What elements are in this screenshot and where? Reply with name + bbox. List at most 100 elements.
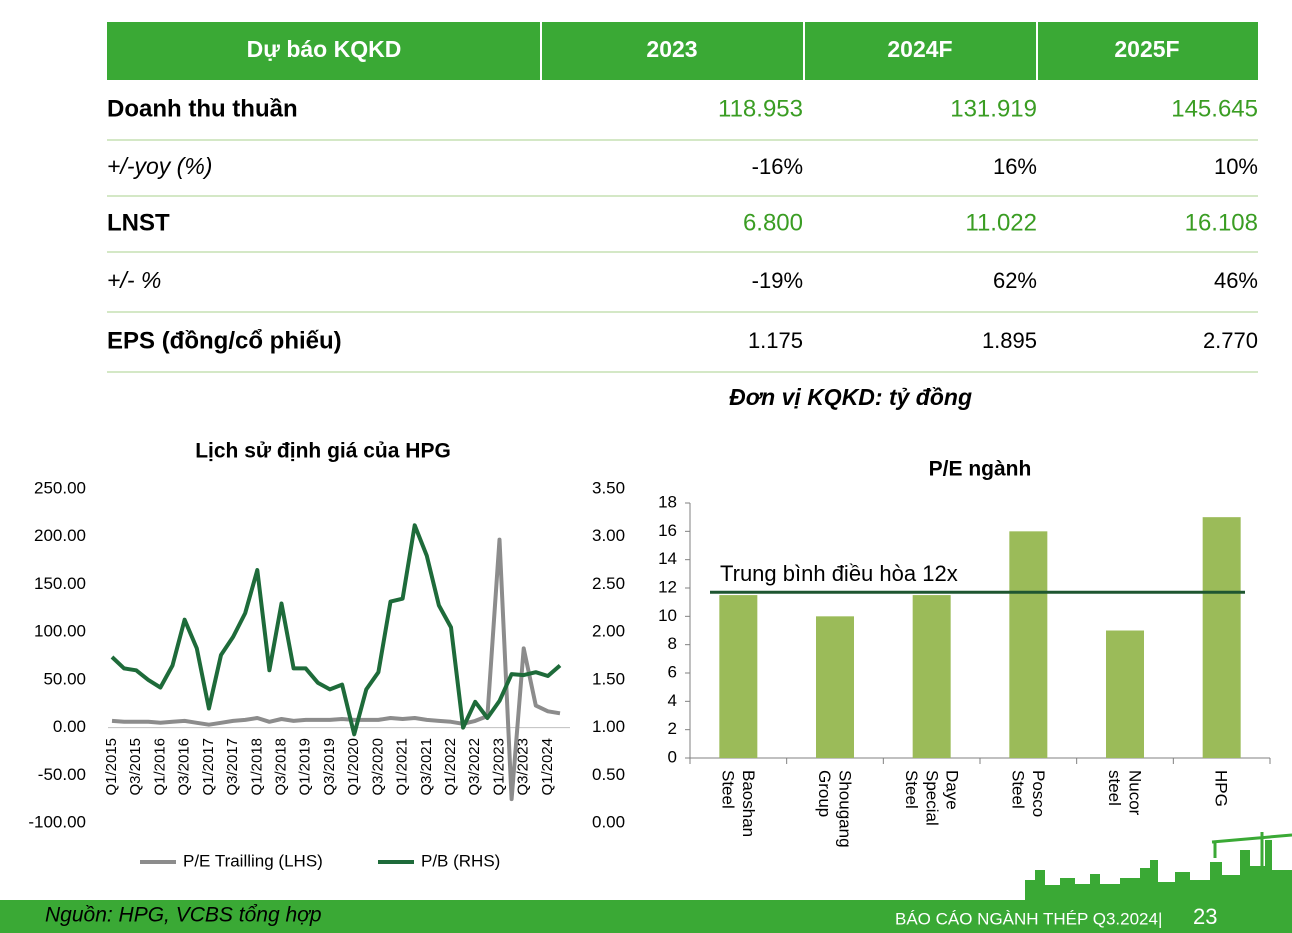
x-tick-label: Q1/2017 [200,738,217,796]
y-tick-label: 2 [668,719,677,738]
x-tick-label: Shougang Group [815,770,854,852]
unit-note: Đơn vị KQKD: tỷ đồng [729,384,972,410]
x-tick-label: Baoshan Steel [718,770,757,842]
row-label: LNST [107,209,170,236]
y-tick-label: -100.00 [28,812,86,831]
y-tick-label: 0 [668,747,677,766]
table-header-cell: 2024F [887,36,952,62]
y-tick-label: 6 [668,662,677,681]
x-tick-label: Q1/2024 [539,738,556,796]
y-tick-label: 10 [658,606,677,625]
table-cell: -16% [752,154,803,179]
source: Nguồn: HPG, VCBS tổng hợp [45,904,322,927]
table-cell: 10% [1214,154,1258,179]
x-tick-label: Q1/2018 [248,738,265,796]
y-tick-label: 14 [658,549,677,568]
x-tick-label: Q1/2015 [103,738,120,796]
x-tick-line: Nucor [1125,770,1144,820]
table-cell: 16% [993,154,1037,179]
chart-title: P/E ngành [929,458,1032,481]
x-tick-label: Q1/2020 [345,738,362,796]
table-cell: 16.108 [1185,209,1258,236]
x-tick-line: Shougang [835,770,854,852]
table-cell: 1.175 [748,328,803,353]
x-tick-label: Q3/2020 [369,738,386,796]
y2-tick-label: 1.50 [592,669,625,688]
y2-tick-label: 3.00 [592,526,625,545]
row-label: +/-yoy (%) [107,153,212,179]
x-tick-label: Q3/2015 [127,738,144,796]
y2-tick-label: 0.50 [592,765,625,784]
y-tick-label: 12 [658,577,677,596]
y-tick-label: -50.00 [38,765,86,784]
x-tick-line: Daye [942,770,961,814]
y-tick-label: 0.00 [53,717,86,736]
page-number: 23 [1193,904,1217,929]
bar [1202,517,1241,758]
table-cell: 11.022 [965,209,1037,236]
y2-tick-label: 3.50 [592,478,625,497]
table-cell: 1.895 [982,328,1037,353]
x-tick-label: Q3/2017 [224,738,241,796]
x-tick-line: Steel [901,770,920,809]
x-tick-label: Q3/2019 [321,738,338,796]
y2-tick-label: 2.00 [592,622,625,641]
x-tick-line: Group [815,770,834,817]
x-tick-line: HPG [1211,770,1230,807]
skyline [1025,840,1292,900]
row-label: EPS (đồng/cổ phiếu) [107,327,342,354]
x-tick-label: Q3/2023 [515,738,532,796]
table-header-cell: Dự báo KQKD [247,36,402,62]
crane [1211,832,1292,900]
y2-tick-label: 0.00 [592,812,625,831]
x-tick-line: Steel [718,770,737,809]
table-cell: 2.770 [1203,328,1258,353]
y-tick-label: 16 [658,521,677,540]
y-tick-label: 50.00 [43,669,86,688]
x-tick-label: Q1/2022 [442,738,459,796]
row-label: +/- % [107,267,161,293]
x-tick-label: Q1/2019 [297,738,314,796]
y-tick-label: 8 [668,634,677,653]
y-tick-label: 4 [668,691,677,710]
bar [912,595,951,758]
y2-tick-label: 1.00 [592,717,625,736]
y-tick-label: 150.00 [34,574,86,593]
table-cell: -19% [752,268,803,293]
x-tick-label: Daye Special Steel [901,770,961,830]
table-header-cell: 2025F [1114,36,1179,62]
legend-label: P/B (RHS) [421,851,500,870]
footer: Nguồn: HPG, VCBS tổng hợp BÁO CÁO NGÀNH … [0,832,1292,933]
legend-label: P/E Trailling (LHS) [183,851,323,870]
x-tick-label: Nucor steel [1105,770,1144,820]
table-cell: 118.953 [718,95,803,122]
row-label: Doanh thu thuần [107,95,298,122]
table-header-bg [107,22,1258,80]
x-tick-label: Q3/2016 [176,738,193,796]
chart-title: Lịch sử định giá của HPG [195,440,451,463]
x-tick-label: Q1/2021 [394,738,411,796]
table-cell: 46% [1214,268,1258,293]
y-tick-label: 100.00 [34,622,86,641]
x-tick-label: Posco Steel [1008,770,1047,822]
table-header-cell: 2023 [646,36,697,62]
x-tick-label: Q3/2021 [418,738,435,796]
x-tick-label: HPG [1211,770,1230,807]
table-cell: 6.800 [743,209,803,236]
x-tick-line: Posco [1028,770,1047,822]
y2-tick-label: 2.50 [592,574,625,593]
footer-bar [0,900,1292,933]
bar [1009,531,1048,758]
x-tick-label: Q1/2016 [151,738,168,796]
y-tick-label: 200.00 [34,526,86,545]
x-tick-line: Steel [1008,770,1027,809]
x-tick-label: Q3/2018 [272,738,289,796]
table-cell: 145.645 [1171,95,1258,122]
x-tick-label: Q3/2022 [466,738,483,796]
report-name: BÁO CÁO NGÀNH THÉP Q3.2024| [895,909,1162,928]
y-tick-label: 250.00 [34,478,86,497]
table-cell: 62% [993,268,1037,293]
table-cell: 131.919 [950,95,1037,122]
